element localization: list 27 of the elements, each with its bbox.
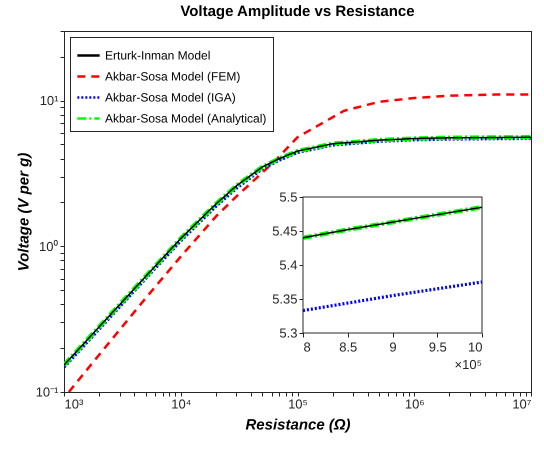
y-tick-label: 5.4 xyxy=(279,258,298,272)
legend-label: Erturk-Inman Model xyxy=(105,48,210,62)
line-series xyxy=(301,280,484,312)
legend-label: Akbar-Sosa Model (IGA) xyxy=(105,90,236,104)
y-axis-title: Voltage (V per g) xyxy=(16,152,33,272)
y-tick-label: 10¹ xyxy=(40,93,60,108)
legend-label: Akbar-Sosa Model (FEM) xyxy=(105,70,240,84)
x-tick-label: 10⁷ xyxy=(512,396,532,412)
y-tick-label: 5.5 xyxy=(279,190,298,204)
y-tick-label: 5.3 xyxy=(279,326,298,340)
x-tick-label: 8 xyxy=(304,340,311,354)
y-tick-label: 10⁻¹ xyxy=(36,384,60,400)
x-tick-label: 10⁶ xyxy=(404,396,425,412)
chart-title: Voltage Amplitude vs Resistance xyxy=(180,3,415,20)
annotation: ×10⁵ xyxy=(454,357,482,372)
x-axis-title: Resistance (Ω) xyxy=(245,416,351,434)
x-tick-label: 9.5 xyxy=(428,340,447,354)
y-tick-label: 10⁰ xyxy=(39,238,58,254)
x-tick-label: 8.5 xyxy=(339,340,358,354)
x-tick-label: 10 xyxy=(468,340,482,354)
legend-label: Akbar-Sosa Model (Analytical) xyxy=(105,112,266,126)
y-tick-label: 5.45 xyxy=(272,224,298,238)
x-tick-label: 10⁵ xyxy=(288,396,308,412)
x-tick-label: 10³ xyxy=(64,396,84,412)
x-tick-label: 10⁴ xyxy=(171,396,192,412)
y-tick-label: 5.35 xyxy=(272,292,298,306)
x-tick-label: 9 xyxy=(389,340,397,354)
